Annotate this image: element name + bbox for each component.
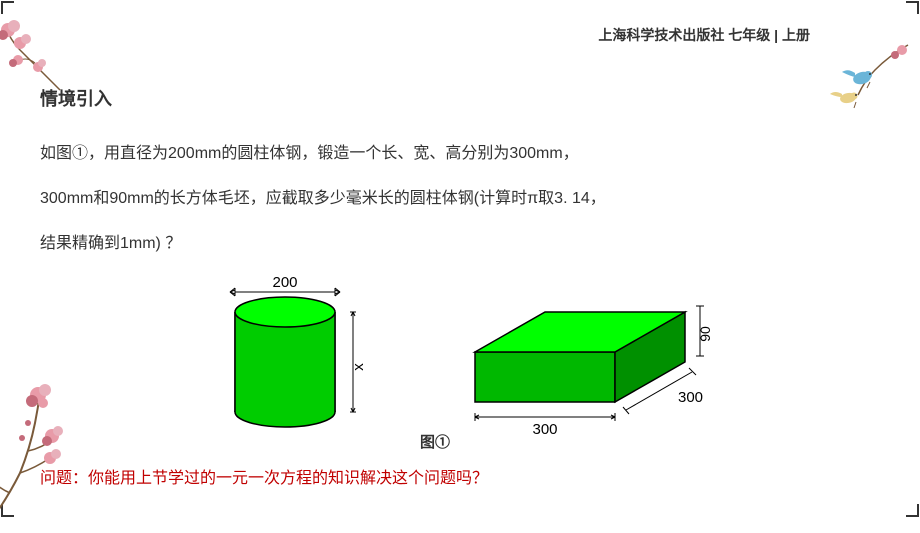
question-text: 问题：你能用上节学过的一元一次方程的知识解决这个问题吗？ (40, 464, 488, 488)
section-title: 情境引入 (40, 85, 880, 111)
corner-frame-br (890, 488, 920, 518)
problem-line-1: 如图①，用直径为200mm的圆柱体钢，锻造一个长、宽、高分别为300mm， (40, 136, 880, 171)
cuboid-height-label: 90 (697, 326, 713, 342)
cuboid-width-label: 300 (678, 389, 703, 406)
slide: 上海科学技术出版社 七年级 | 上册 情境引入 如图①，用直径为200mm的圆柱… (0, 0, 920, 518)
figure-caption: 图① (420, 431, 450, 452)
problem-line-2: 300mm和90mm的长方体毛坯，应截取多少毫米长的圆柱体钢(计算时π取3. 1… (40, 181, 880, 216)
cylinder-figure: 200 x (180, 272, 380, 447)
problem-line-3: 结果精确到1mm) ？ (40, 226, 880, 261)
cuboid-length-label: 300 (532, 421, 557, 438)
cuboid-figure: 90 300 300 (460, 272, 740, 447)
birds-decoration-tr (820, 40, 910, 120)
publisher-text: 上海科学技术出版社 七年级 | 上册 (598, 25, 810, 45)
cylinder-diameter-label: 200 (272, 274, 297, 291)
cylinder-height-label: x (350, 362, 367, 370)
corner-frame-tr (890, 0, 920, 30)
flower-decoration-tl (0, 15, 80, 105)
figure-container: 200 x 90 300 300 图① (40, 272, 880, 447)
